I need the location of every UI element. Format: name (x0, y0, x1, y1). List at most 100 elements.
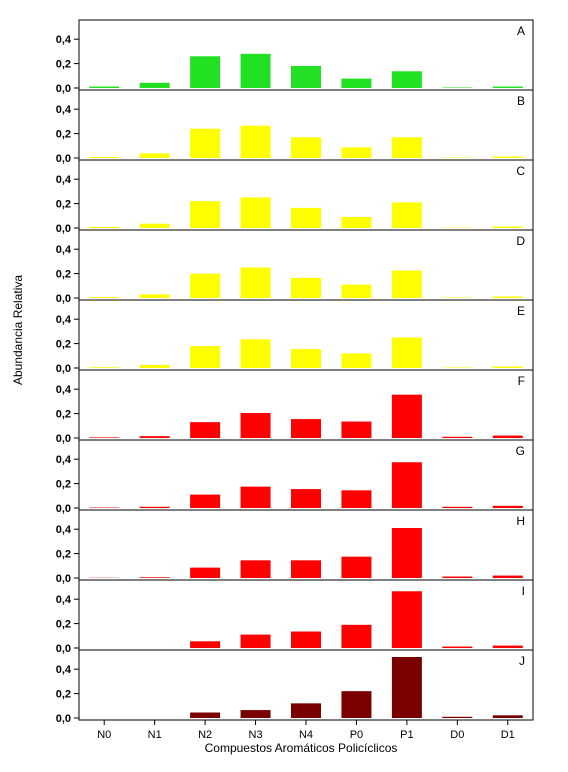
panel-label: D (516, 234, 525, 248)
y-tick-label: 0,0 (56, 83, 71, 95)
bar-D-P0 (341, 285, 371, 298)
bar-F-P0 (341, 422, 371, 438)
bar-F-N1 (140, 436, 170, 438)
panel-label: C (516, 164, 525, 178)
y-tick-label: 0,4 (56, 314, 72, 326)
panel-label: A (517, 24, 525, 38)
bar-D-N2 (190, 274, 220, 298)
y-tick-label: 0,4 (56, 664, 72, 676)
bar-A-P1 (392, 71, 422, 88)
y-tick-label: 0,4 (56, 174, 72, 186)
bar-C-N2 (190, 201, 220, 228)
x-tick-label: N1 (148, 729, 162, 741)
bar-J-P1 (392, 657, 422, 718)
bar-H-D1 (493, 576, 523, 578)
y-tick-label: 0,4 (56, 594, 72, 606)
y-tick-label: 0,4 (56, 34, 72, 46)
bar-I-P0 (341, 625, 371, 648)
bar-H-N3 (241, 560, 271, 578)
bar-D-N1 (140, 294, 170, 298)
panel-label: E (517, 304, 525, 318)
y-tick-label: 0,0 (56, 433, 71, 445)
bar-H-P1 (392, 528, 422, 578)
bar-F-N3 (241, 413, 271, 438)
bar-A-N3 (241, 54, 271, 88)
bar-H-P0 (341, 557, 371, 578)
bar-B-P0 (341, 147, 371, 158)
panel-label: G (516, 444, 525, 458)
bar-E-D1 (493, 367, 523, 368)
bar-H-N1 (140, 577, 170, 578)
bar-B-N0 (89, 157, 119, 158)
bar-J-N3 (241, 710, 271, 718)
y-tick-label: 0,0 (56, 153, 71, 165)
bar-E-P1 (392, 338, 422, 369)
bar-I-P1 (392, 591, 422, 648)
bar-D-D1 (493, 297, 523, 298)
x-tick-label: N0 (97, 729, 111, 741)
bar-F-N0 (89, 437, 119, 438)
panel-label: F (518, 374, 525, 388)
bar-B-N1 (140, 153, 170, 158)
panel-label: I (522, 584, 525, 598)
bar-A-N2 (190, 56, 220, 88)
y-tick-label: 0,4 (56, 244, 72, 256)
y-tick-label: 0,2 (56, 199, 71, 211)
bar-G-P0 (341, 490, 371, 508)
x-tick-label: D1 (501, 729, 515, 741)
y-tick-label: 0,4 (56, 104, 72, 116)
y-tick-label: 0,2 (56, 549, 71, 561)
bar-D-P1 (392, 271, 422, 298)
bar-H-N4 (291, 560, 321, 578)
bar-B-N4 (291, 137, 321, 158)
bar-E-N2 (190, 346, 220, 368)
bar-B-N3 (241, 126, 271, 158)
panel-label: J (519, 654, 525, 668)
bar-B-D1 (493, 157, 523, 158)
bar-F-D0 (442, 437, 472, 438)
y-tick-label: 0,0 (56, 573, 71, 585)
y-tick-label: 0,2 (56, 689, 71, 701)
bar-E-N1 (140, 365, 170, 368)
panel-I: 0,00,20,4I (56, 580, 533, 655)
bar-E-P0 (341, 353, 371, 368)
bar-G-D1 (493, 506, 523, 508)
bar-H-N2 (190, 568, 220, 578)
bar-C-N0 (89, 227, 119, 228)
panel-C: 0,0 0,2 0,4 C (56, 160, 533, 235)
bar-C-N1 (140, 224, 170, 228)
bar-A-N4 (291, 66, 321, 88)
bar-J-P0 (341, 691, 371, 718)
panel-F: 0,00,20,4F (56, 370, 533, 445)
bar-F-D1 (493, 436, 523, 438)
x-tick-label: P0 (350, 729, 363, 741)
bar-F-P1 (392, 395, 422, 438)
y-tick-label: 0,0 (56, 643, 71, 655)
bar-G-N1 (140, 507, 170, 508)
bar-C-D1 (493, 227, 523, 228)
bar-I-N2 (190, 641, 220, 648)
y-tick-label: 0,0 (56, 293, 71, 305)
panel-A: 0,00,20,4A (56, 20, 533, 95)
bar-G-N3 (241, 487, 271, 508)
bar-A-N0 (89, 87, 119, 88)
bar-I-D0 (442, 647, 472, 648)
bar-C-P1 (392, 202, 422, 228)
panel-label: H (516, 514, 525, 528)
y-tick-label: 0,4 (56, 454, 72, 466)
y-tick-label: 0,2 (56, 269, 71, 281)
y-tick-label: 0,0 (56, 223, 71, 235)
bar-J-D0 (442, 717, 472, 718)
y-tick-label: 0,4 (56, 384, 72, 396)
y-tick-label: 0,0 (56, 363, 71, 375)
y-tick-label: 0,0 (56, 503, 71, 515)
bar-G-D0 (442, 507, 472, 508)
y-tick-label: 0,2 (56, 339, 71, 351)
bar-I-N4 (291, 632, 321, 648)
bar-J-N2 (190, 713, 220, 718)
bar-D-N0 (89, 297, 119, 298)
bar-G-N4 (291, 489, 321, 508)
x-axis-title: Compuestos Aromáticos Policíclicos (205, 741, 398, 755)
x-tick-label: P1 (400, 729, 413, 741)
